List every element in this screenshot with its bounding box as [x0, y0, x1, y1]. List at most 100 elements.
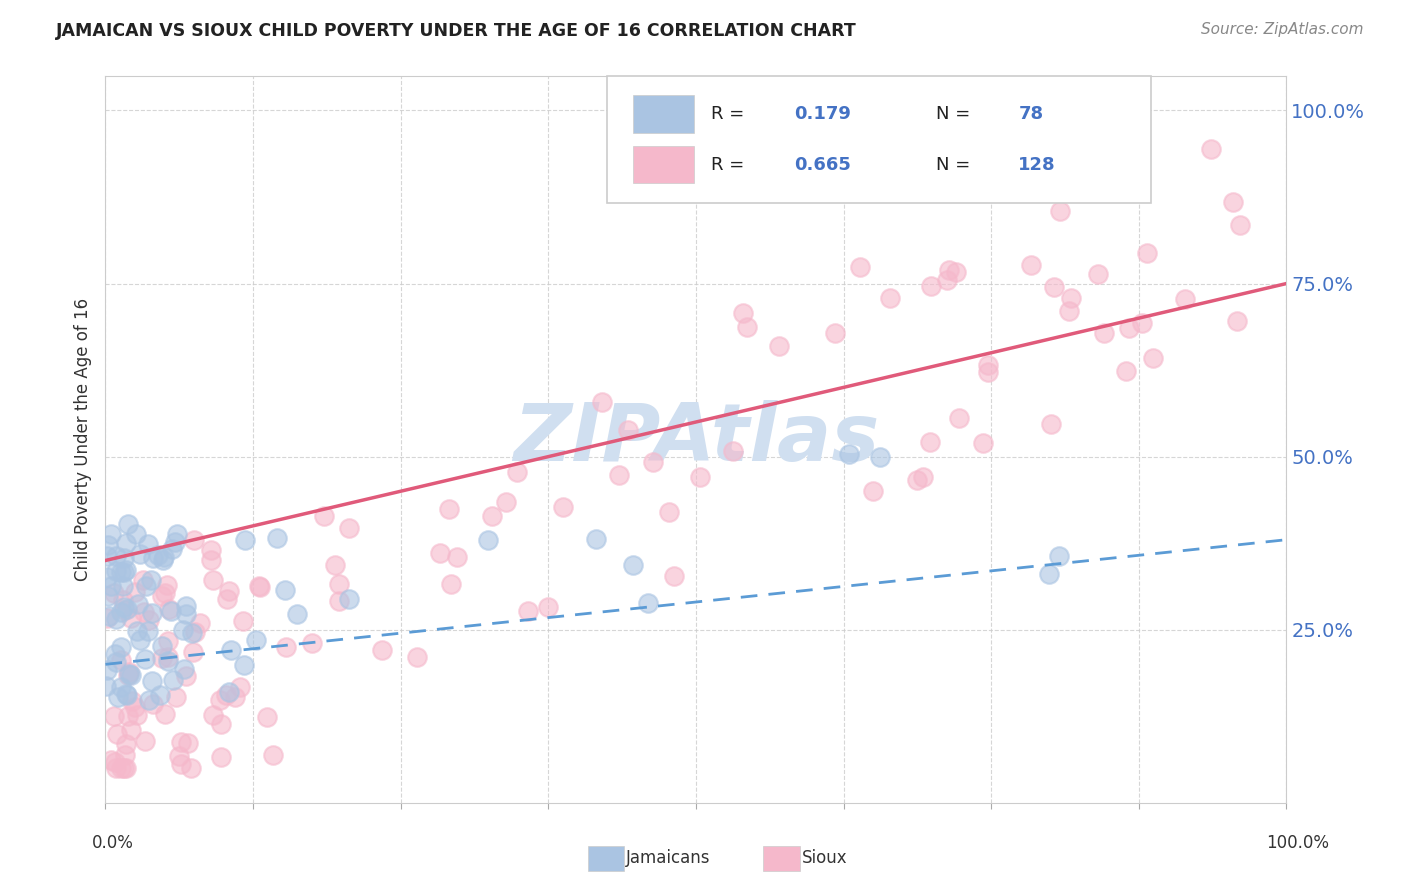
Point [266, 531, 288, 545]
Point [245, 633, 267, 648]
Text: 0.665: 0.665 [794, 156, 851, 174]
Text: 100.0%: 100.0% [1265, 834, 1329, 852]
Point [1087, 267, 1109, 281]
Point [105, 727, 128, 741]
Point [152, 639, 174, 653]
Point [219, 643, 242, 657]
Point [621, 558, 644, 573]
Point [314, 509, 336, 524]
Point [301, 636, 323, 650]
Text: JAMAICAN VS SIOUX CHILD POVERTY UNDER THE AGE OF 16 CORRELATION CHART: JAMAICAN VS SIOUX CHILD POVERTY UNDER TH… [56, 22, 858, 40]
Point [517, 604, 540, 618]
Point [96, 611, 118, 625]
Point [1043, 280, 1066, 294]
Point [127, 597, 149, 611]
Point [125, 527, 148, 541]
Point [276, 640, 298, 655]
Point [157, 649, 180, 664]
Point [731, 306, 754, 320]
Point [274, 582, 297, 597]
Point [115, 737, 138, 751]
Point [481, 509, 503, 524]
Point [664, 569, 686, 583]
Point [209, 693, 232, 707]
Point [323, 558, 346, 573]
Point [112, 551, 135, 566]
Point [437, 502, 460, 516]
Point [209, 750, 232, 764]
Point [127, 708, 149, 723]
Point [405, 650, 427, 665]
Point [118, 665, 141, 679]
Point [177, 736, 200, 750]
Point [172, 624, 194, 638]
Point [97, 538, 120, 552]
Point [174, 599, 197, 614]
Text: 0.179: 0.179 [794, 105, 851, 123]
Point [218, 583, 240, 598]
Point [110, 565, 132, 579]
Point [1049, 204, 1071, 219]
Point [232, 614, 254, 628]
Point [165, 535, 187, 549]
Point [121, 694, 143, 708]
Point [96, 679, 118, 693]
Text: N =: N = [936, 156, 976, 174]
Point [136, 537, 159, 551]
Point [224, 690, 246, 704]
Point [157, 654, 180, 668]
Point [689, 470, 711, 484]
Point [229, 680, 252, 694]
Point [112, 761, 135, 775]
FancyBboxPatch shape [633, 146, 693, 184]
Point [128, 547, 150, 561]
Point [183, 645, 205, 659]
Point [920, 279, 942, 293]
Point [176, 607, 198, 622]
Point [110, 680, 132, 694]
Point [141, 607, 163, 621]
Point [96, 549, 118, 563]
Point [1057, 303, 1080, 318]
Point [149, 688, 172, 702]
Text: Sioux: Sioux [801, 849, 846, 867]
Point [169, 756, 191, 771]
Point [117, 668, 139, 682]
Point [114, 603, 136, 617]
Point [138, 613, 160, 627]
Text: N =: N = [936, 105, 976, 123]
Point [142, 698, 165, 712]
Point [120, 668, 142, 682]
Point [136, 624, 159, 639]
Point [1019, 258, 1042, 272]
Point [141, 674, 163, 689]
Point [721, 444, 744, 458]
Point [107, 690, 129, 705]
Point [1115, 364, 1137, 378]
Point [1047, 549, 1070, 563]
Point [138, 692, 160, 706]
Point [1038, 567, 1060, 582]
Point [247, 579, 270, 593]
Point [1199, 142, 1222, 156]
Point [159, 605, 181, 619]
Point [184, 625, 207, 640]
Point [585, 533, 607, 547]
Point [905, 473, 928, 487]
Point [848, 260, 870, 275]
Point [98, 609, 121, 624]
Point [972, 436, 994, 450]
Point [735, 319, 758, 334]
Point [112, 579, 135, 593]
Point [134, 734, 156, 748]
Point [165, 690, 187, 705]
Point [173, 662, 195, 676]
Point [337, 521, 360, 535]
Point [188, 615, 211, 630]
Point [114, 748, 136, 763]
Point [112, 565, 135, 579]
Point [551, 500, 574, 514]
Point [232, 657, 254, 672]
Point [110, 761, 132, 775]
Point [202, 573, 225, 587]
